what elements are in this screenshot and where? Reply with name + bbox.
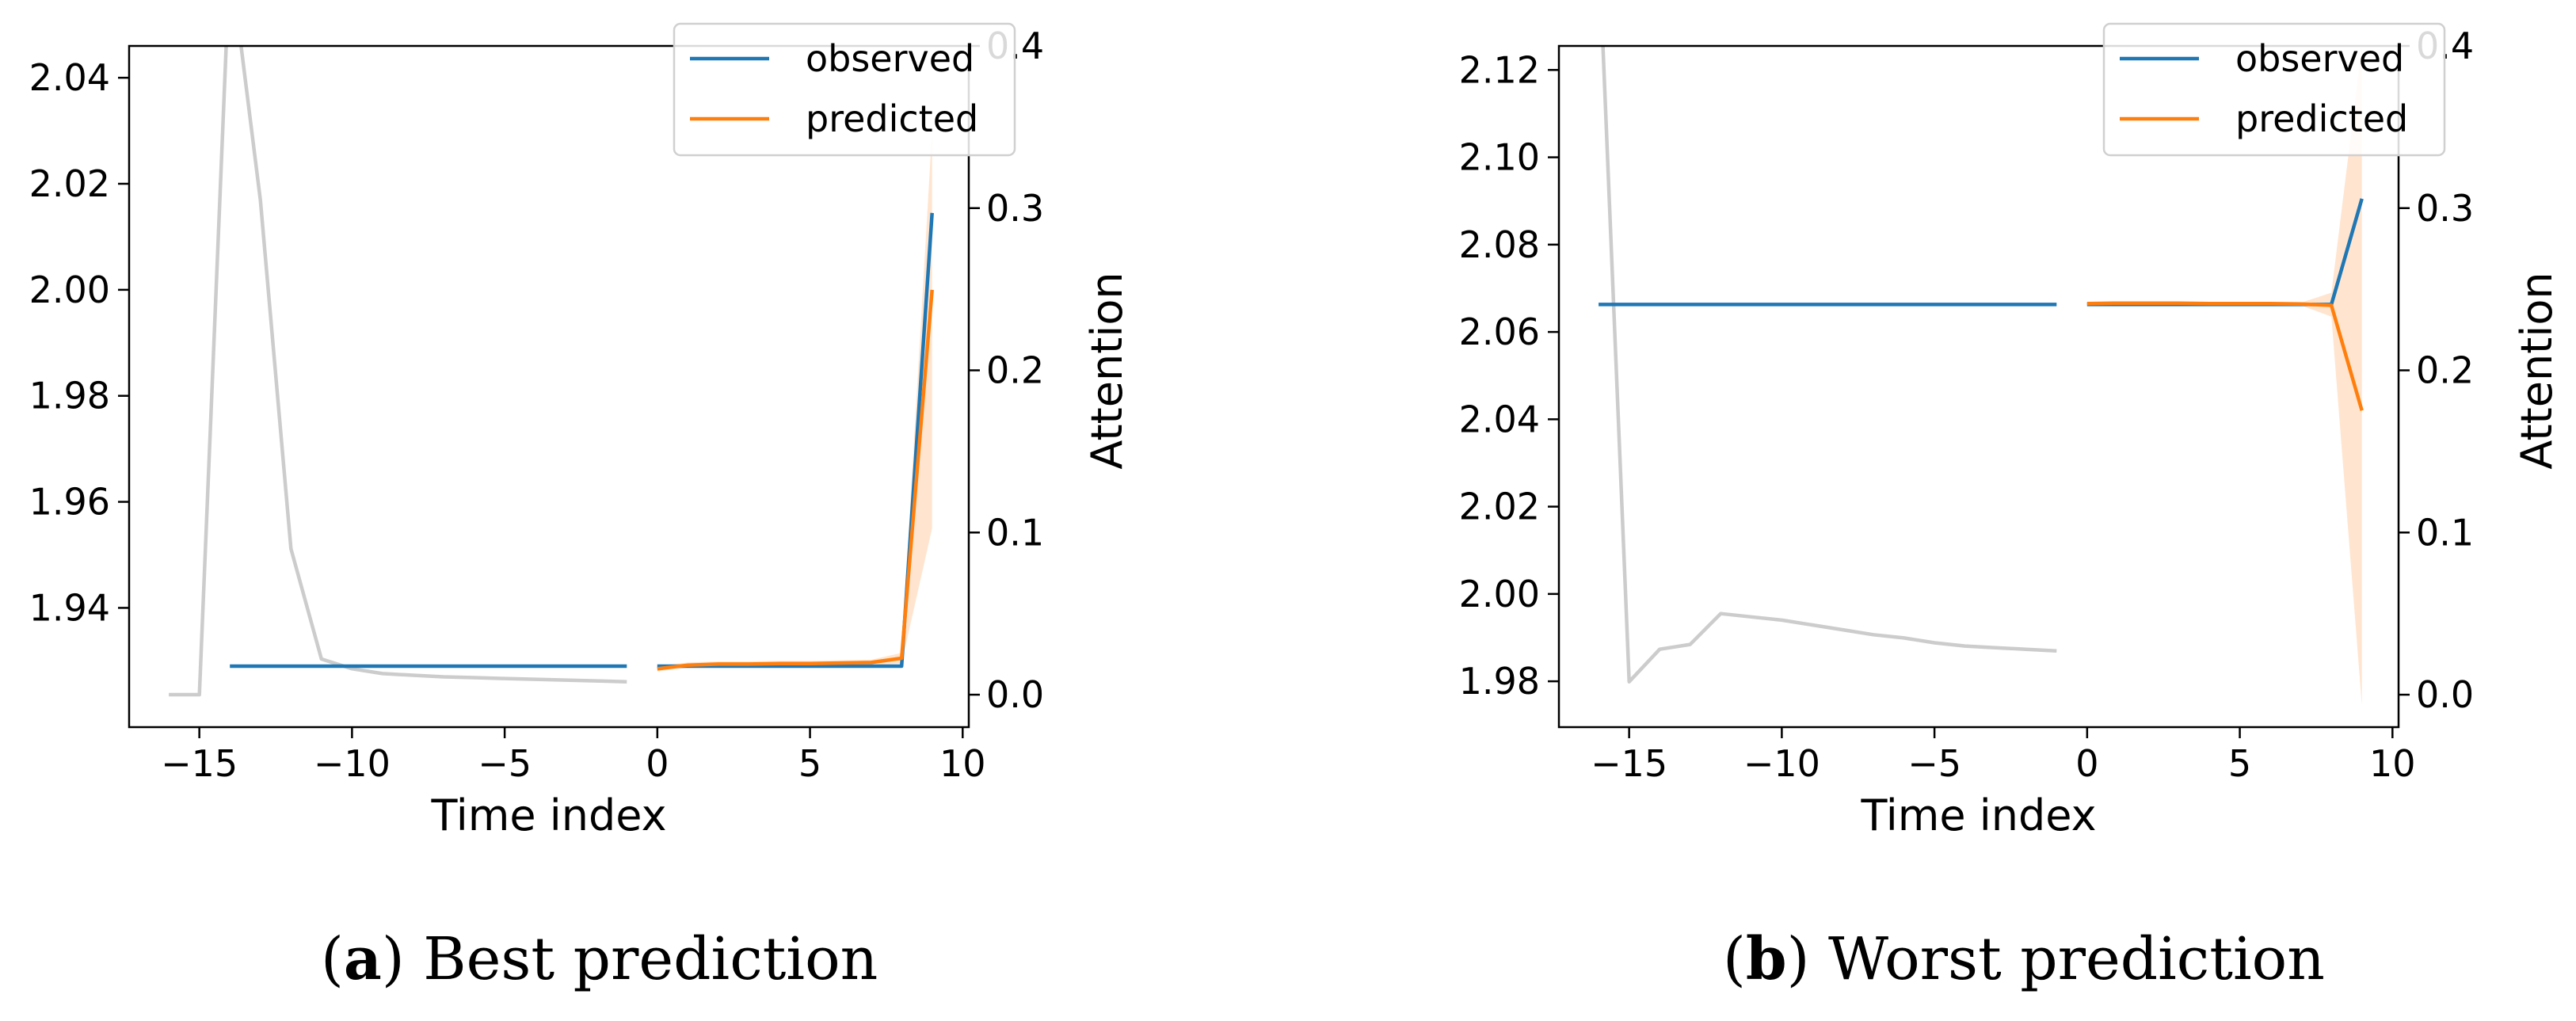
y-right-axis-label: Attention — [2512, 272, 2562, 469]
x-axis-label: Time index — [1860, 791, 2096, 840]
y-left-tick-label: 1.98 — [1459, 660, 1540, 703]
x-tick-label: −15 — [1591, 742, 1667, 785]
y-left-tick-label: 1.98 — [29, 375, 110, 417]
caption-b-letter: b — [1745, 925, 1787, 993]
y-left-tick-label: 2.02 — [29, 162, 110, 205]
y-right-axis-label: Attention — [1082, 272, 1132, 469]
y-right-tick-label: 0.0 — [986, 673, 1044, 716]
y-left-tick-label: 2.08 — [1459, 223, 1540, 266]
y-right-tick-label: 0.0 — [2416, 673, 2474, 716]
y-left-tick-label: 2.04 — [1459, 398, 1540, 440]
x-tick-label: 10 — [939, 742, 986, 785]
caption-a-text: Best prediction — [423, 925, 878, 993]
x-tick-label: 10 — [2369, 742, 2416, 785]
legend-label-predicted: predicted — [2235, 97, 2408, 140]
series-attention-line — [1601, 46, 2057, 684]
y-left-tick-label: 2.04 — [29, 56, 110, 99]
y-right-tick-label: 0.2 — [2416, 349, 2474, 392]
y-left-tick-label: 1.94 — [29, 586, 110, 629]
plot-frame — [1557, 44, 2400, 729]
panel-b: −15 −10 −5 0 5 10 1.98 2.00 2.02 2.04 2.06 2.08 2.10… — [1459, 22, 2562, 840]
series-prediction-interval-band — [657, 131, 932, 672]
x-tick-label: −10 — [314, 742, 391, 785]
x-tick-label: 0 — [2075, 742, 2098, 785]
legend-box — [673, 22, 1016, 157]
plot-area — [1599, 46, 2364, 706]
y-right-tick-label: 0.3 — [986, 187, 1044, 230]
y-right-tick-label: 0.1 — [2416, 511, 2474, 554]
plot-frame — [128, 44, 970, 729]
y-left-tick-label: 2.10 — [1459, 136, 1540, 179]
y-right-tick-label: 0.3 — [2416, 187, 2474, 230]
legend-label-observed: observed — [2235, 37, 2404, 80]
series-observed-line-2 — [657, 212, 934, 669]
x-tick-label: 5 — [798, 742, 821, 785]
y-left-tick-label: 1.96 — [29, 481, 110, 524]
panel-a: −15 −10 −5 0 5 10 1.94 1.96 1.98 2.00 2.02 2.04 0.0 0… — [29, 22, 1132, 840]
x-tick-label: −5 — [478, 742, 532, 785]
y-right-tick-label: 0.1 — [986, 511, 1044, 554]
legend: observed predicted — [673, 22, 1016, 157]
caption-panel-b: (b) Worst prediction — [1723, 925, 2325, 993]
legend-label-predicted: predicted — [806, 97, 978, 140]
x-tick-label: 0 — [646, 742, 669, 785]
x-axis-label: Time index — [430, 791, 666, 840]
legend-label-observed: observed — [806, 37, 974, 80]
x-tick-label: 5 — [2228, 742, 2251, 785]
y-right-tick-label: 0.2 — [986, 349, 1044, 392]
caption-a-letter: a — [343, 925, 382, 993]
series-attention-line — [169, 46, 627, 697]
caption-b-text: Worst prediction — [1828, 925, 2325, 993]
legend-box — [2102, 22, 2446, 157]
y-left-tick-label: 2.00 — [29, 269, 110, 311]
legend: observed predicted — [2102, 22, 2446, 157]
series-predicted-line — [2086, 301, 2364, 411]
plot-area — [169, 46, 934, 697]
series-predicted-line — [657, 289, 934, 671]
y-left-tick-label: 2.02 — [1459, 486, 1540, 528]
x-tick-label: −10 — [1743, 742, 1820, 785]
y-left-tick-label: 2.00 — [1459, 573, 1540, 615]
series-observed-line-2 — [2086, 198, 2364, 307]
caption-panel-a: (a) Best prediction — [321, 925, 878, 993]
y-left-tick-label: 2.12 — [1459, 48, 1540, 91]
y-left-tick-label: 2.06 — [1459, 310, 1540, 353]
x-tick-label: −15 — [161, 742, 238, 785]
x-tick-label: −5 — [1907, 742, 1961, 785]
